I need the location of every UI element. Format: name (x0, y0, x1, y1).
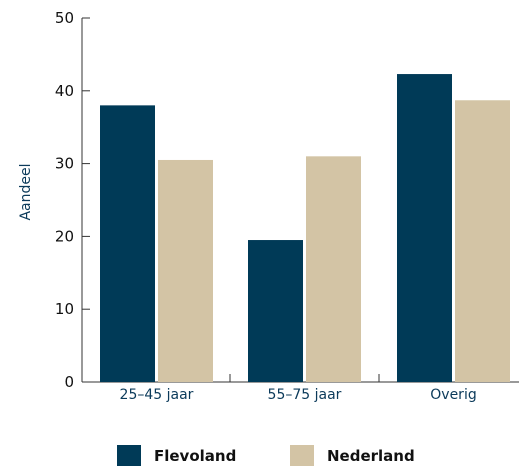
x-tick-label: 55–75 jaar (268, 387, 342, 403)
bar-flevoland-2 (248, 240, 303, 382)
bar-nederland-1 (158, 159, 213, 382)
y-tick-label: 30 (55, 155, 74, 173)
bar-nederland-3 (455, 100, 510, 382)
x-tick-label: Overig (430, 387, 476, 403)
legend-label-nederland: Nederland (327, 447, 415, 465)
x-axis: 25–45 jaar 55–75 jaar Overig (82, 374, 519, 403)
legend-label-flevoland: Flevoland (154, 447, 236, 465)
y-tick-label: 40 (55, 82, 74, 100)
bar-nederland-2 (306, 156, 361, 382)
y-axis-label: Aandeel (18, 163, 34, 220)
bar-flevoland-1 (100, 105, 155, 383)
y-tick-label: 0 (64, 373, 74, 391)
legend-swatch-flevoland (117, 445, 141, 466)
y-axis: 0 10 20 30 40 50 (55, 9, 90, 391)
y-tick-label: 20 (55, 227, 74, 245)
y-tick-label: 10 (55, 300, 74, 318)
legend: Flevoland Nederland (117, 445, 415, 466)
y-tick-label: 50 (55, 9, 74, 27)
bar-flevoland-3 (397, 74, 452, 382)
legend-swatch-nederland (290, 445, 314, 466)
bars (100, 74, 510, 383)
x-tick-label: 25–45 jaar (120, 387, 194, 403)
